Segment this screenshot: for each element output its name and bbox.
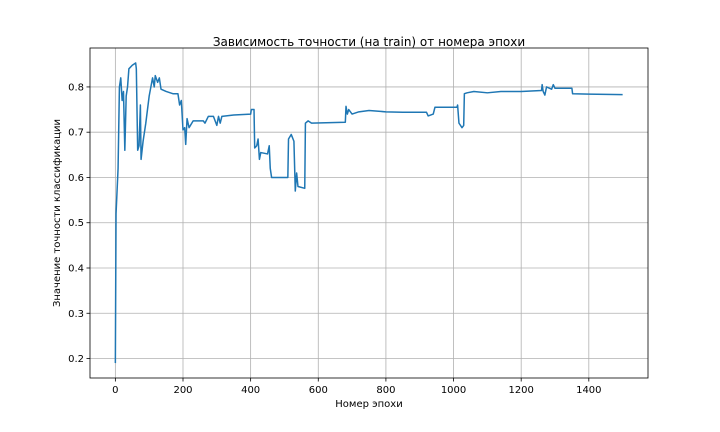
- x-tick-label: 200: [173, 385, 192, 396]
- y-tick-label: 0.8: [68, 82, 84, 93]
- y-tick-label: 0.3: [68, 309, 84, 320]
- x-axis-label: Номер эпохи: [335, 399, 402, 410]
- y-axis-label: Значение точности классификации: [52, 119, 63, 307]
- chart-title: Зависимость точности (на train) от номер…: [213, 35, 525, 49]
- x-tick-label: 0: [112, 385, 118, 396]
- y-tick-label: 0.7: [68, 128, 84, 139]
- x-tick-label: 400: [241, 385, 260, 396]
- y-tick-label: 0.2: [68, 354, 84, 365]
- x-tick-label: 1000: [441, 385, 466, 396]
- data-line: [114, 62, 623, 364]
- plot-frame: [89, 47, 649, 379]
- x-tick-label: 1400: [576, 385, 601, 396]
- y-tick-label: 0.4: [68, 264, 84, 275]
- x-tick-label: 1200: [508, 385, 533, 396]
- y-tick-label: 0.6: [68, 173, 84, 184]
- x-tick-label: 800: [376, 385, 395, 396]
- x-tick-label: 600: [309, 385, 328, 396]
- y-tick-label: 0.5: [68, 218, 84, 229]
